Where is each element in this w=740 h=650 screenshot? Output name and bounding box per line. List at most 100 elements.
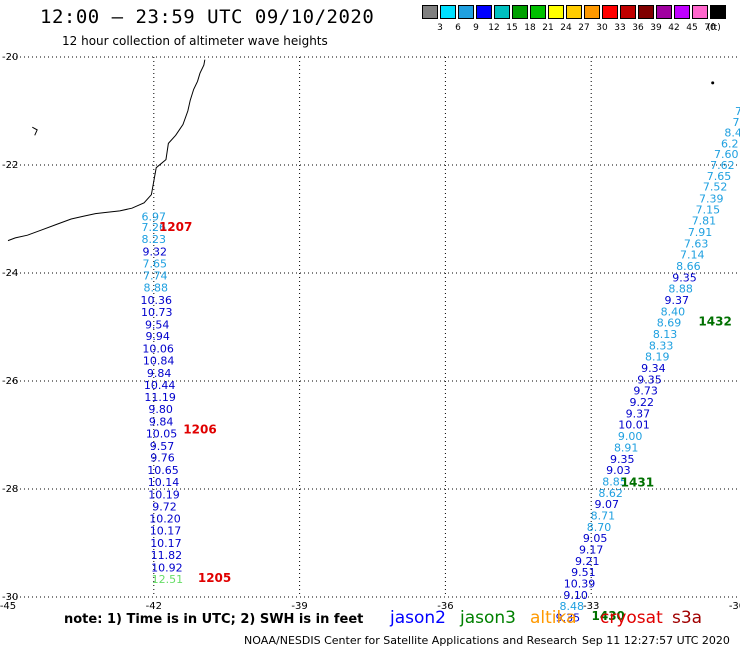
legend-swatch (458, 5, 474, 19)
lon-tick-label: -39 (291, 601, 307, 612)
legend-tick: 18 (524, 23, 536, 33)
legend-tick: 15 (506, 23, 518, 33)
wave-height-label: 9.05 (583, 532, 608, 545)
wave-height-label: 9.35 (610, 453, 635, 466)
legend-tick: 24 (560, 23, 572, 33)
legend-tick: 70 (704, 23, 716, 33)
wave-height-label: 9.76 (150, 452, 175, 465)
legend-swatch (476, 5, 492, 19)
legend-swatch (422, 5, 438, 19)
legend-swatch (638, 5, 654, 19)
wave-height-label: 8.33 (649, 339, 674, 352)
wave-height-label: 9.35 (672, 271, 697, 284)
wave-height-label: 9.17 (579, 543, 604, 556)
coastline (7, 59, 715, 242)
wave-height-label: 8.69 (657, 317, 682, 330)
wave-height-label: 7.62 (710, 159, 735, 172)
legend-tick: 33 (614, 23, 626, 33)
wave-height-label: 9.84 (149, 416, 174, 429)
legend-tick: 45 (686, 23, 698, 33)
wave-height-label: 10.73 (141, 306, 173, 319)
lat-tick-label: -28 (2, 484, 18, 495)
pass-time-label: 1431 (621, 476, 654, 490)
wave-height-label: 7.91 (688, 226, 713, 239)
wave-height-label: 9.32 (143, 245, 168, 258)
pass-time-label: 1205 (198, 571, 231, 585)
wave-height-label: 7.74 (143, 270, 168, 283)
wave-height-label: 8.91 (614, 441, 639, 454)
wave-height-label: 6.2 (721, 137, 739, 150)
legend-cryosat: cryosat (600, 608, 663, 628)
legend-swatch (530, 5, 546, 19)
legend-swatch (512, 5, 528, 19)
wave-height-label: 7.60 (714, 148, 739, 161)
lon-tick-label: -36 (437, 601, 453, 612)
wave-height-label: 10.17 (150, 525, 182, 538)
lat-tick-label: -26 (2, 376, 18, 387)
wave-height-label: 9.37 (664, 294, 689, 307)
wave-height-label: 10.84 (143, 354, 175, 367)
wave-height-label: 9.35 (556, 612, 581, 625)
legend-tick: 42 (668, 23, 680, 33)
wave-height-label: 11.82 (151, 549, 183, 562)
wave-height-label: 7.14 (680, 249, 705, 262)
pass-time-label: 1430 (592, 609, 625, 623)
footnote: note: 1) Time is in UTC; 2) SWH is in fe… (64, 612, 364, 627)
wave-height-label: 8.62 (598, 487, 623, 500)
legend-tick: 6 (455, 23, 461, 33)
wave-height-label: 7.39 (699, 192, 724, 205)
lat-tick-label: -20 (2, 52, 18, 63)
wave-height-label: 10.65 (147, 464, 179, 477)
wave-height-label: 9.84 (147, 367, 172, 380)
legend-tick: 21 (542, 23, 554, 33)
wave-height-label: 9.57 (150, 440, 175, 453)
lat-lon-grid (8, 56, 737, 598)
island-dot (711, 81, 715, 85)
lat-tick-label: -30 (2, 592, 18, 603)
credit-line: NOAA/NESDIS Center for Satellite Applica… (244, 634, 578, 647)
wave-height-label: 7.26 (142, 221, 167, 234)
legend-tick: 39 (650, 23, 662, 33)
legend-swatch (584, 5, 600, 19)
wave-height-label: 9.35 (637, 373, 662, 386)
wave-height-label: 10.39 (564, 578, 596, 591)
legend-swatch (656, 5, 672, 19)
color-legend: 3 6 9 12 15 18 21 24 27 30 33 36 39 42 45 70 (ft) (422, 5, 728, 33)
wave-height-label: 10.44 (144, 379, 176, 392)
wave-height-label: 10.20 (149, 513, 181, 526)
wave-height-label: 9.94 (145, 330, 170, 343)
legend-swatch (674, 5, 690, 19)
wave-height-label: 9.37 (626, 407, 651, 420)
wave-height-label: 11.19 (144, 391, 176, 404)
legend-tick: 30 (596, 23, 608, 33)
wave-height-label: 8.71 (591, 509, 616, 522)
legend-swatch (494, 5, 510, 19)
lat-tick-label: -24 (2, 268, 18, 279)
pass-time-label: 1432 (698, 315, 731, 329)
wave-height-label: 10.17 (150, 537, 182, 550)
legend-swatch (548, 5, 564, 19)
legend-swatch (566, 5, 582, 19)
legend-swatch (602, 5, 618, 19)
wave-height-label: 8.88 (143, 282, 168, 295)
legend-tick: 12 (488, 23, 500, 33)
map-subtitle: 12 hour collection of altimeter wave hei… (62, 34, 328, 48)
legend-altika: altika (530, 608, 577, 628)
lon-tick-label: -42 (146, 601, 162, 612)
wave-height-label: 9.80 (148, 403, 173, 416)
wave-height-label: 7.65 (707, 170, 732, 183)
legend-jason3: jason3 (460, 608, 516, 628)
legend-s3a: s3a (672, 608, 703, 628)
wave-height-label: 7.65 (143, 257, 168, 270)
legend-tick: 9 (473, 23, 479, 33)
wave-height-label: 7 (735, 105, 740, 118)
legend-jason2: jason2 (390, 608, 446, 628)
wave-height-label: 8.66 (676, 260, 701, 273)
legend-tick: 3 (437, 23, 443, 33)
satellite-tracks: 6.977.268.239.327.657.748.8810.3610.739.… (140, 105, 740, 625)
wave-height-label: 9.03 (606, 464, 631, 477)
island-outline (32, 126, 38, 136)
wave-height-label: 7.81 (692, 215, 717, 228)
wave-height-label: 10.06 (142, 343, 174, 356)
